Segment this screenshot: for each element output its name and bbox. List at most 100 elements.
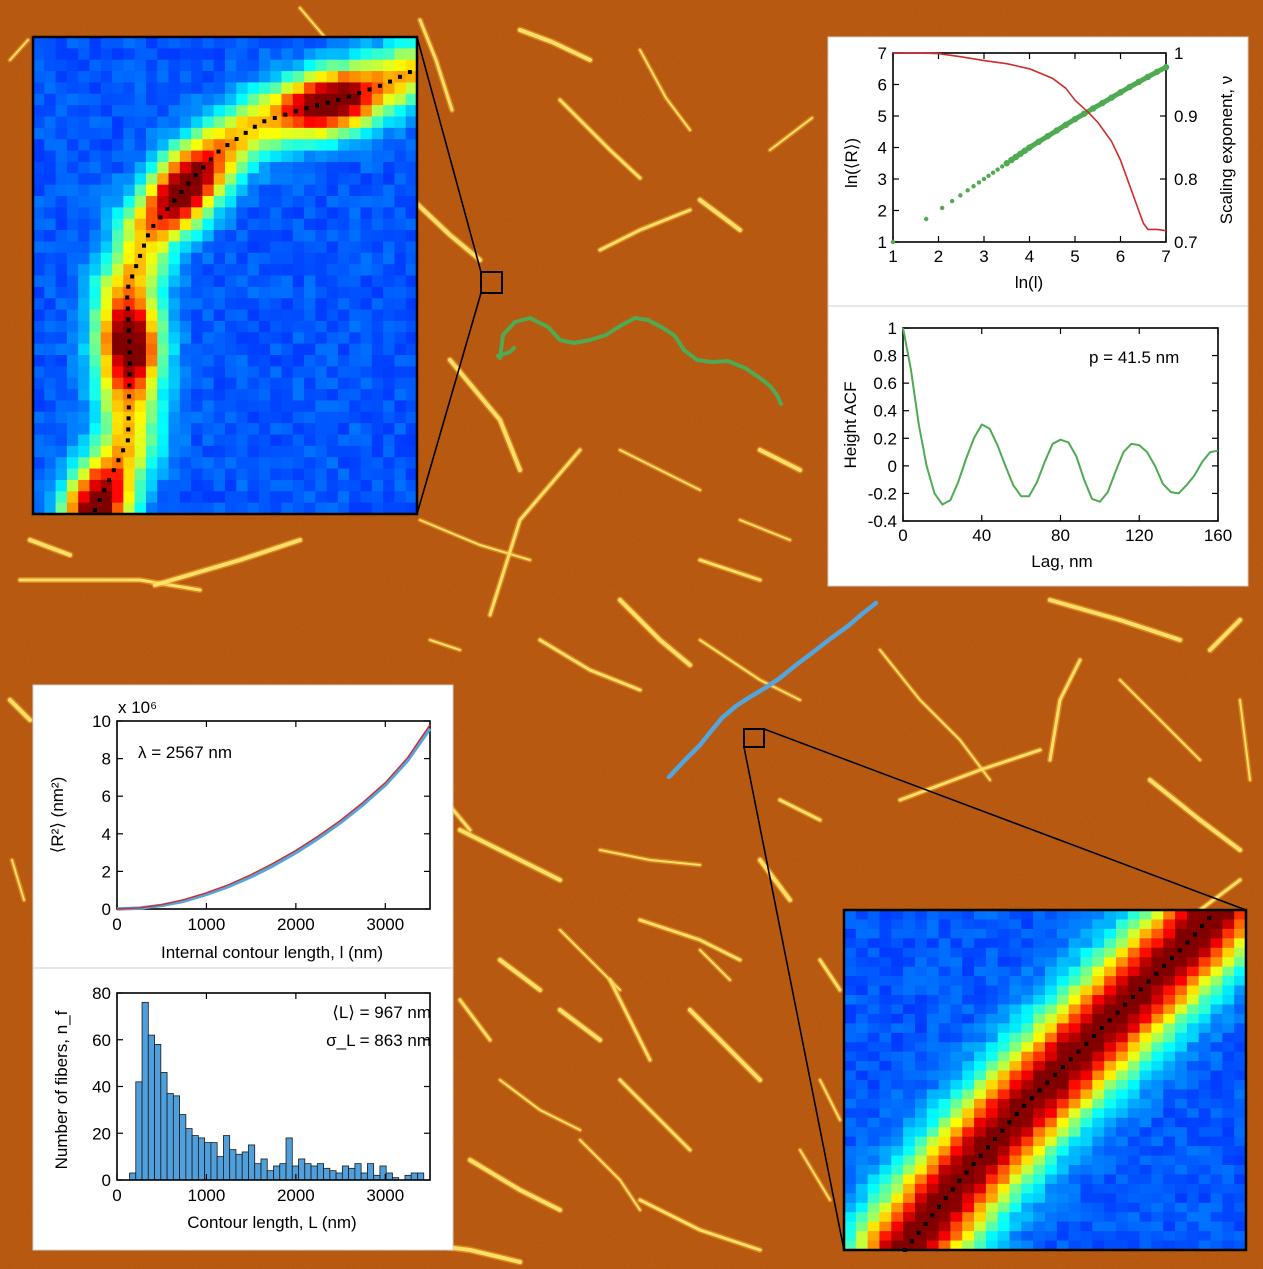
heatmap-cell [962, 1089, 975, 1100]
heatmap-cell [258, 400, 271, 413]
heatmap-cell [145, 161, 158, 174]
heatmap-cell [134, 252, 147, 265]
heatmap-cell [394, 196, 407, 208]
heatmap-cell [1175, 1061, 1188, 1072]
fiber-45 [819, 1079, 841, 1121]
hist-ylabel: Number of fibers, n_f [52, 1010, 71, 1169]
heatmap-cell [985, 1051, 999, 1062]
heatmap-cell [100, 423, 113, 436]
heatmap-cell [213, 400, 226, 413]
acf-xtick-label: 40 [972, 526, 991, 545]
hist-bar [229, 1149, 237, 1181]
heatmap-cell [1198, 1231, 1212, 1242]
heatmap-cell [1104, 1042, 1117, 1053]
heatmap-cell [914, 947, 928, 958]
heatmap-cell [844, 1155, 857, 1166]
heatmap-cell [974, 1174, 987, 1185]
heatmap-cell [997, 1183, 1011, 1194]
heatmap-cell [247, 59, 260, 72]
heatmap-cell [926, 995, 940, 1006]
heatmap-cell [1210, 947, 1223, 958]
heatmap-cell [1115, 910, 1129, 921]
heatmap-cell [179, 366, 192, 379]
heatmap-cell [985, 1193, 999, 1204]
heatmap-cell [100, 445, 113, 458]
heatmap-cell [236, 298, 249, 311]
heatmap-cell [1021, 976, 1034, 987]
heatmap-cell [950, 1080, 963, 1091]
hist-bar [273, 1165, 281, 1181]
heatmap-cell [44, 286, 57, 299]
heatmap-cell [1163, 1004, 1176, 1015]
heatmap-cell [304, 139, 316, 152]
heatmap-cell [383, 389, 396, 402]
heatmap-cell [89, 286, 102, 299]
heatmap-cell [281, 218, 294, 231]
heatmap-cell [844, 1202, 857, 1213]
heatmap-cell [89, 309, 102, 322]
heatmap-cell [44, 411, 57, 424]
heatmap-cell [1186, 966, 1200, 977]
centerline-dot [127, 394, 132, 399]
heatmap-cell [1186, 1098, 1200, 1109]
heatmap-cell [123, 332, 136, 345]
heatmap-cell [962, 910, 975, 921]
heatmap-cell [236, 241, 249, 254]
heatmap-cell [258, 207, 271, 220]
heatmap-cell [33, 207, 45, 220]
afm-fibers [6, 5, 1253, 1266]
heatmap-cell [225, 48, 237, 61]
heatmap-cell [145, 37, 158, 49]
heatmap-cell [1009, 1165, 1022, 1176]
heatmap-cell [247, 82, 260, 95]
heatmap-cell [145, 366, 158, 379]
heatmap-cell [1234, 1117, 1247, 1128]
heatmap-cell [938, 1042, 952, 1053]
heatmap-cell [168, 139, 181, 152]
heatmap-cell [236, 434, 249, 447]
heatmap-cell [371, 71, 384, 84]
heatmap-cell [844, 1174, 857, 1185]
heatmap-cell [360, 389, 373, 402]
heatmap-cell [1104, 1155, 1117, 1166]
heatmap-cell [292, 207, 305, 220]
heatmap-cell [337, 468, 350, 481]
heatmap-cell [202, 479, 215, 492]
heatmap-cell [1127, 910, 1141, 921]
heatmap-cell [1080, 1089, 1093, 1100]
centerline-dot [126, 328, 131, 333]
heatmap-cell [1222, 1240, 1235, 1251]
heatmap-cell [1080, 985, 1093, 996]
hist-bar [223, 1135, 231, 1181]
heatmap-cell [1056, 1212, 1070, 1223]
heatmap-cell [1080, 1193, 1093, 1204]
heatmap-cell [191, 93, 204, 106]
heatmap-cell [1127, 957, 1141, 968]
fiber-13 [488, 448, 582, 617]
heatmap-cell [315, 59, 328, 72]
heatmap-cell [236, 161, 249, 174]
heatmap-cell [383, 59, 396, 72]
heatmap-cell [247, 127, 260, 140]
heatmap-cell [281, 389, 294, 402]
heatmap-cell [962, 1127, 975, 1138]
heatmap-cell [985, 1136, 999, 1147]
heatmap-cell [1139, 1080, 1153, 1091]
heatmap-cell [371, 241, 384, 254]
centerline-dot [985, 1145, 990, 1150]
heatmap-cell [962, 1174, 975, 1185]
heatmap-cell [985, 1080, 999, 1091]
heatmap-cell [867, 1136, 881, 1147]
heatmap-cell [1092, 957, 1105, 968]
heatmap-cell [349, 71, 362, 84]
heatmap-cell [225, 411, 237, 424]
heatmap-cell [202, 366, 215, 379]
heatmap-cell [281, 298, 294, 311]
heatmap-cell [360, 173, 373, 186]
heatmap-cell [112, 491, 124, 504]
heatmap-cell [879, 1061, 892, 1072]
heatmap-cell [844, 1013, 857, 1024]
heatmap-cell [1151, 1165, 1164, 1176]
heatmap-cell [304, 479, 316, 492]
heatmap-cell [258, 377, 271, 390]
